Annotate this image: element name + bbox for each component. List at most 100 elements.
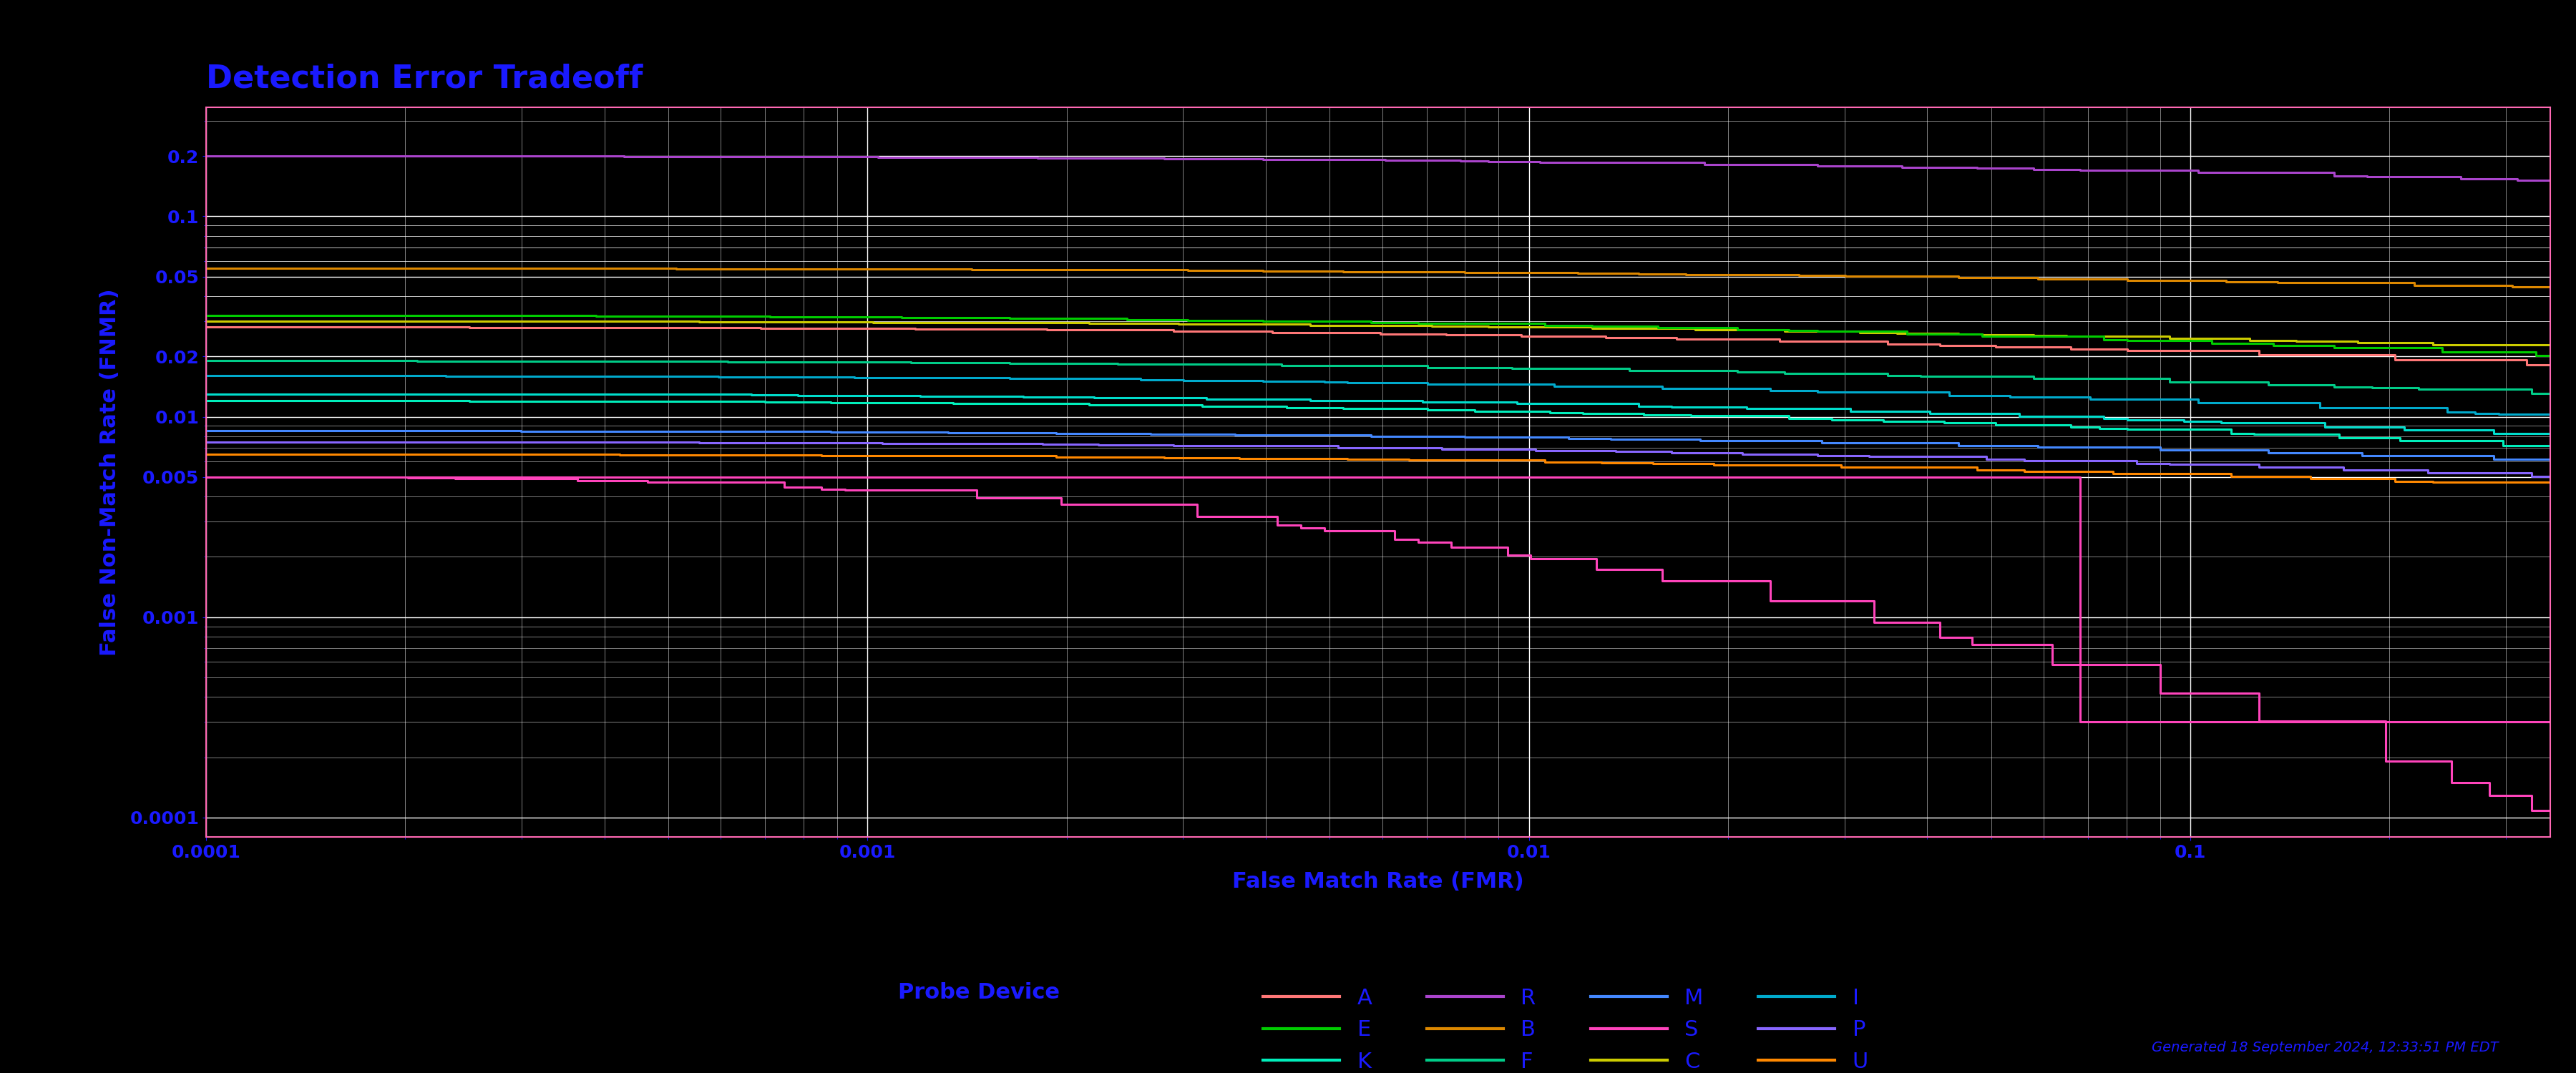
R — [1319, 153, 1350, 166]
B — [1319, 265, 1350, 278]
U — [1303, 452, 1334, 465]
K — [1303, 401, 1334, 414]
I — [2483, 408, 2514, 421]
J — [1458, 396, 1489, 409]
R — [2112, 164, 2143, 177]
I — [1458, 378, 1489, 391]
U — [1319, 452, 1350, 465]
Line: R: R — [206, 156, 2550, 180]
Line: U: U — [206, 454, 2550, 483]
M — [2483, 453, 2514, 466]
R — [2478, 173, 2509, 186]
F — [1458, 361, 1489, 373]
Line: S: S — [206, 477, 2550, 811]
A — [1587, 329, 1618, 342]
M — [2112, 441, 2143, 454]
M — [1303, 428, 1334, 441]
S — [1303, 521, 1334, 534]
A — [191, 321, 222, 334]
R — [1587, 157, 1618, 170]
Legend: A, E, K, R, B, F, M, S, C, I, P, U: A, E, K, R, B, F, M, S, C, I, P, U — [1255, 980, 1878, 1073]
Line: I: I — [206, 376, 2550, 414]
U — [191, 447, 222, 460]
K — [2488, 439, 2519, 452]
K — [2112, 423, 2143, 436]
B — [2112, 274, 2143, 286]
F — [1587, 362, 1618, 374]
E — [191, 309, 222, 322]
I — [191, 369, 222, 382]
F — [1303, 359, 1334, 372]
Line: P: P — [206, 442, 2550, 476]
Line: K: K — [206, 401, 2550, 445]
K — [2535, 439, 2566, 452]
P — [1458, 442, 1489, 455]
C — [1458, 320, 1489, 333]
M — [1458, 431, 1489, 444]
C — [1587, 322, 1618, 335]
A — [2112, 344, 2143, 357]
U — [2535, 476, 2566, 489]
P — [2478, 466, 2509, 479]
A — [2478, 353, 2509, 366]
M — [1587, 432, 1618, 445]
S — [2478, 790, 2509, 803]
Line: F: F — [206, 361, 2550, 393]
J — [191, 387, 222, 400]
F — [2517, 386, 2548, 399]
Line: B: B — [206, 268, 2550, 286]
Y-axis label: False Non-Match Rate (FNMR): False Non-Match Rate (FNMR) — [98, 289, 121, 656]
J — [1587, 397, 1618, 410]
M — [191, 425, 222, 438]
J — [2478, 427, 2509, 440]
B — [1303, 265, 1334, 278]
C — [2416, 338, 2447, 351]
A — [1319, 326, 1350, 339]
C — [2535, 338, 2566, 351]
F — [1319, 359, 1350, 372]
P — [1303, 440, 1334, 453]
U — [1458, 454, 1489, 467]
J — [1319, 394, 1350, 407]
S — [2112, 658, 2143, 671]
E — [1458, 317, 1489, 329]
E — [2478, 346, 2509, 358]
I — [2112, 393, 2143, 406]
M — [2535, 453, 2566, 466]
A — [2512, 358, 2543, 371]
I — [1587, 380, 1618, 393]
R — [1458, 155, 1489, 167]
J — [2112, 413, 2143, 426]
Text: Generated 18 September 2024, 12:33:51 PM EDT: Generated 18 September 2024, 12:33:51 PM… — [2151, 1041, 2499, 1055]
S — [191, 471, 222, 484]
A — [2535, 358, 2566, 371]
C — [191, 314, 222, 327]
A — [1458, 328, 1489, 341]
P — [1587, 444, 1618, 457]
M — [1319, 428, 1350, 441]
S — [1319, 524, 1350, 536]
M — [2478, 453, 2509, 466]
Text: Probe Device: Probe Device — [899, 982, 1059, 1003]
E — [1319, 314, 1350, 327]
U — [2112, 467, 2143, 480]
C — [2112, 329, 2143, 342]
E — [2535, 350, 2566, 363]
J — [1303, 394, 1334, 407]
S — [1587, 563, 1618, 576]
S — [1458, 541, 1489, 554]
K — [1587, 407, 1618, 420]
F — [191, 354, 222, 367]
S — [2517, 805, 2548, 818]
K — [1319, 401, 1350, 414]
J — [2535, 427, 2566, 440]
R — [2535, 174, 2566, 187]
F — [2535, 386, 2566, 399]
C — [1303, 319, 1334, 332]
B — [191, 262, 222, 275]
K — [191, 395, 222, 408]
Line: J: J — [206, 394, 2550, 433]
B — [1587, 267, 1618, 280]
I — [2478, 407, 2509, 420]
A — [1303, 326, 1334, 339]
